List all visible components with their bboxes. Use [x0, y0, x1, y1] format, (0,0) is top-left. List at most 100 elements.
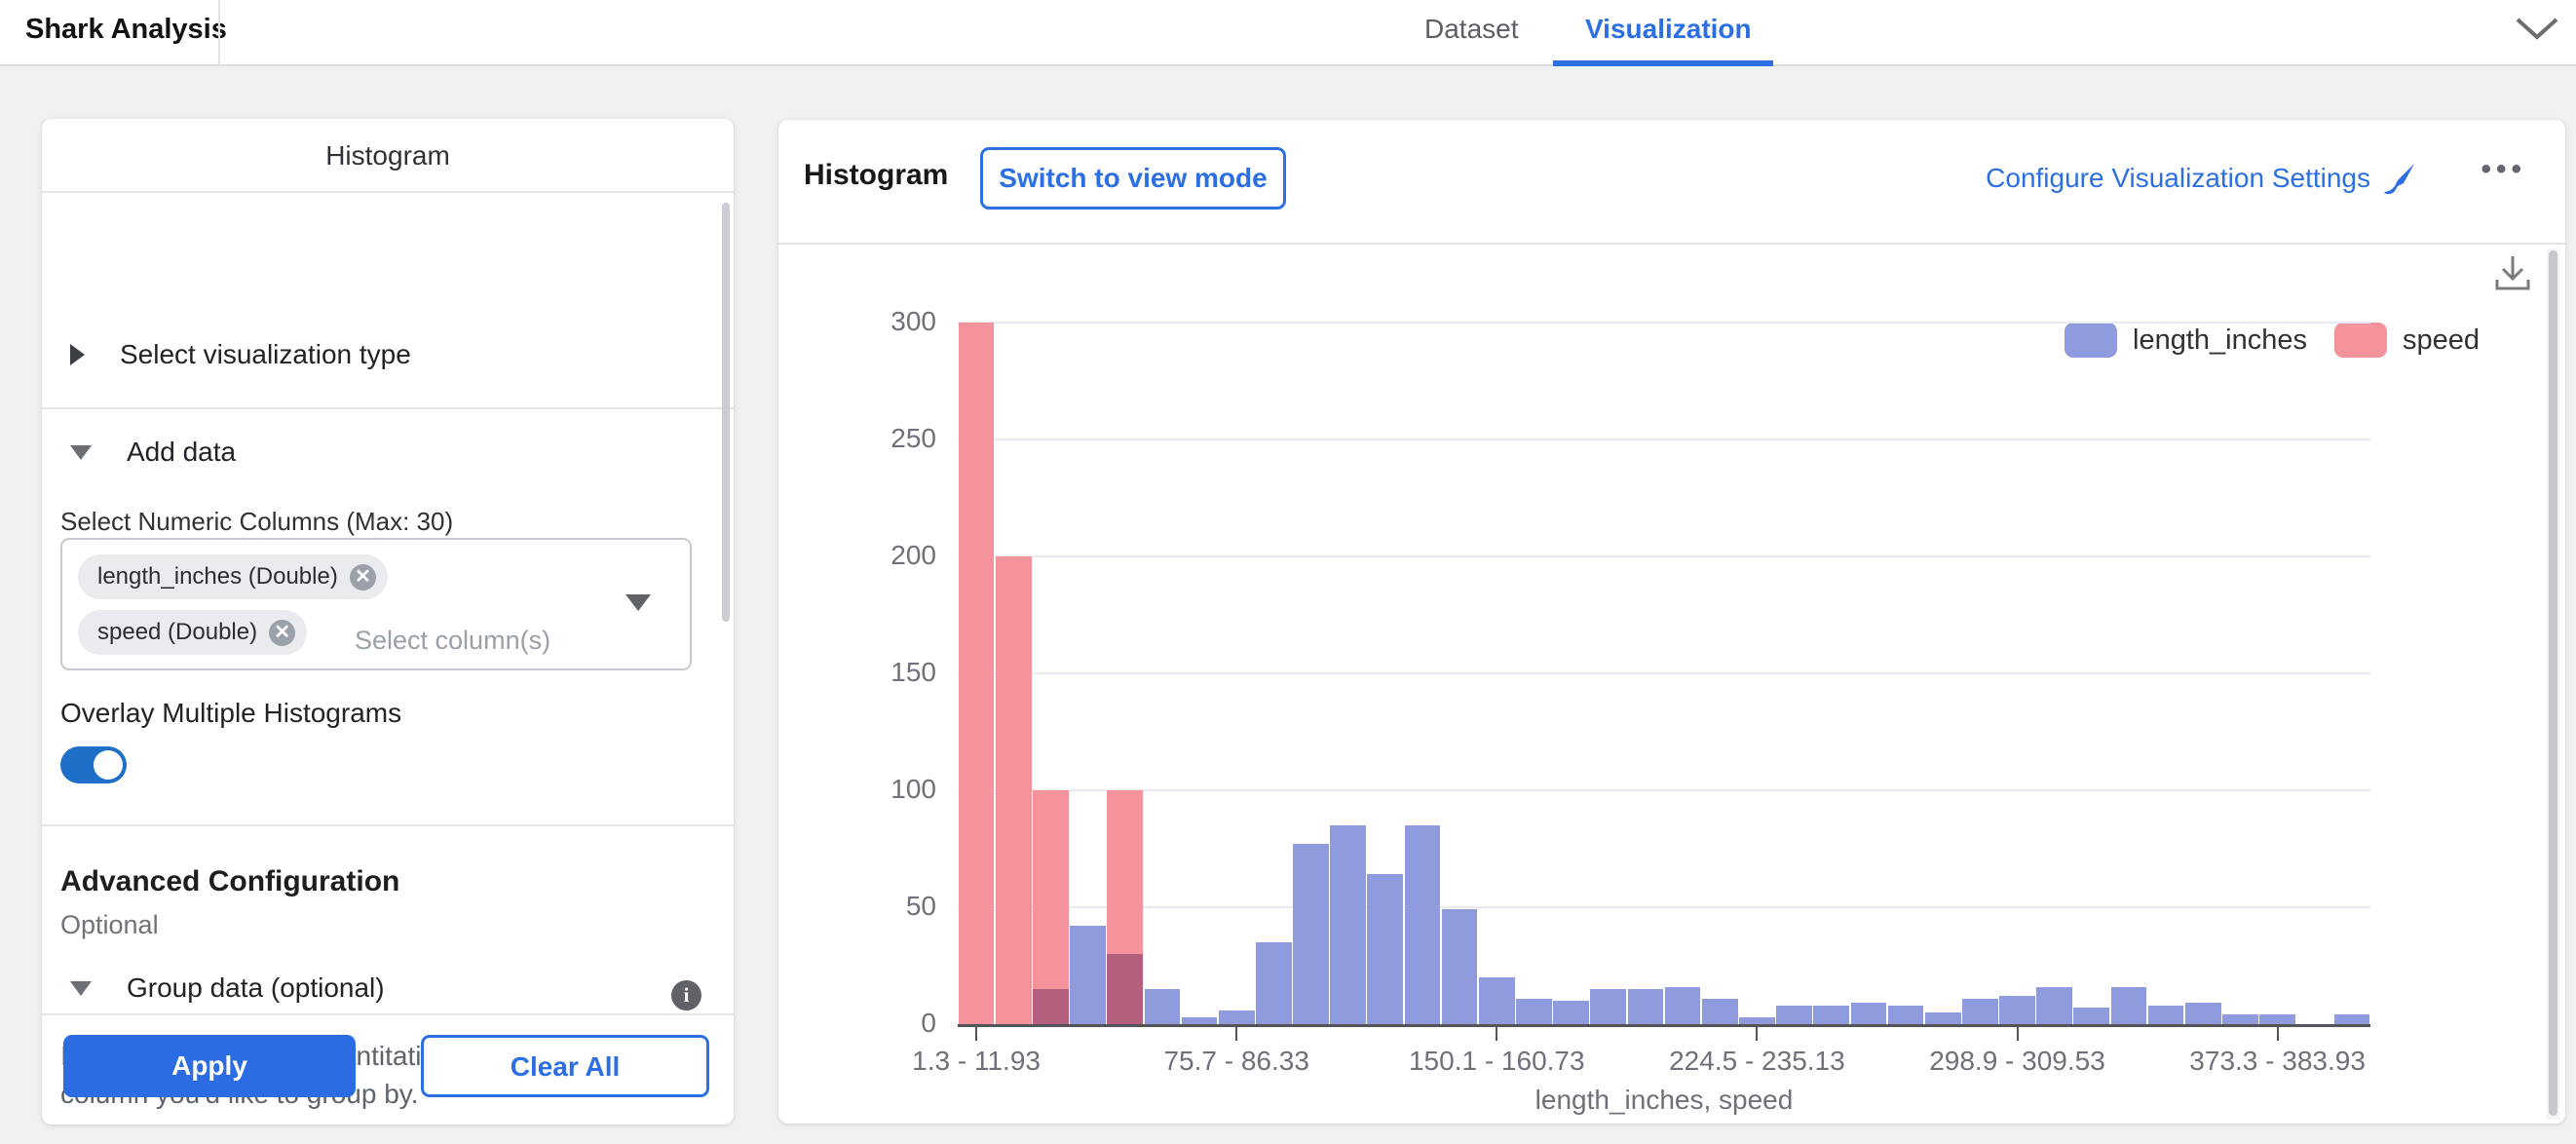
x-tick-label: 298.9 - 309.53 — [1929, 1046, 2105, 1076]
y-tick-label: 150 — [890, 657, 936, 687]
tab-visualization[interactable]: Visualization — [1585, 14, 1752, 44]
x-tick-label: 1.3 - 11.93 — [912, 1046, 1041, 1076]
numeric-columns-multiselect[interactable]: length_inches (Double) ✕ speed (Double) … — [60, 538, 692, 670]
app-title: Shark Analysis — [25, 14, 227, 45]
histogram-bar — [1404, 825, 1441, 1024]
overlay-histograms-toggle[interactable] — [60, 746, 127, 783]
gridline — [958, 789, 2370, 791]
histogram-bar — [1330, 825, 1366, 1024]
section-label: Select visualization type — [120, 339, 411, 369]
x-tick-mark — [2276, 1027, 2279, 1041]
paintbrush-icon[interactable] — [2382, 161, 2417, 196]
section-select-visualization-type[interactable]: Select visualization type — [70, 339, 411, 370]
chart-title: Histogram — [804, 159, 949, 191]
dropdown-caret-icon[interactable] — [625, 594, 651, 611]
gridline — [958, 906, 2370, 908]
expanded-arrow-icon — [70, 980, 92, 996]
x-tick-label: 75.7 - 86.33 — [1163, 1046, 1309, 1076]
visualization-card: Histogram Switch to view mode Configure … — [778, 120, 2565, 1124]
remove-chip-icon[interactable]: ✕ — [269, 619, 296, 646]
x-tick-label: 373.3 - 383.93 — [2189, 1046, 2366, 1076]
top-bar: Shark Analysis Dataset Visualization — [0, 0, 2576, 66]
y-tick-label: 250 — [890, 423, 936, 453]
more-options-button[interactable]: ••• — [2481, 153, 2526, 185]
histogram-bar — [1999, 996, 2035, 1024]
y-tick-label: 0 — [921, 1008, 936, 1038]
chip-label: speed (Double) — [97, 619, 258, 645]
active-tab-underline — [1553, 60, 1773, 66]
download-icon[interactable] — [2493, 252, 2532, 293]
histogram-bar — [1553, 1001, 1589, 1024]
remove-chip-icon[interactable]: ✕ — [349, 563, 376, 591]
histogram-bar — [995, 556, 1032, 1024]
section-group-data[interactable]: Group data (optional) — [70, 972, 385, 1004]
chart-scrollbar[interactable] — [2549, 250, 2557, 1116]
legend-item-length-inches[interactable]: length_inches — [2065, 323, 2307, 358]
switch-to-view-mode-button[interactable]: Switch to view mode — [980, 147, 1286, 210]
section-label: Add data — [127, 437, 237, 467]
y-tick-label: 200 — [890, 540, 936, 570]
divider — [42, 1013, 734, 1015]
histogram-bar — [2333, 1014, 2370, 1024]
column-chip-length-inches[interactable]: length_inches (Double) ✕ — [78, 554, 388, 599]
histogram-bar — [1033, 790, 1069, 1024]
overlay-histograms-label: Overlay Multiple Histograms — [60, 698, 402, 728]
divider — [778, 243, 2565, 245]
visualization-config-panel: Histogram Select visualization type Add … — [42, 119, 734, 1125]
section-label: Group data (optional) — [127, 972, 385, 1003]
x-tick-mark — [2016, 1027, 2019, 1041]
divider — [42, 824, 734, 826]
configure-visualization-settings-link[interactable]: Configure Visualization Settings — [1986, 163, 2370, 193]
histogram-bar — [1293, 844, 1329, 1024]
gridline — [958, 672, 2370, 674]
toggle-knob — [94, 750, 123, 780]
histogram-bar — [1218, 1010, 1255, 1024]
histogram-bar — [1776, 1005, 1812, 1024]
histogram-bar — [1478, 977, 1515, 1024]
x-tick-mark — [1756, 1027, 1759, 1041]
histogram-bar — [2036, 986, 2072, 1024]
panel-scrollbar[interactable] — [722, 203, 730, 622]
x-axis-line — [958, 1024, 2370, 1027]
info-icon[interactable]: i — [671, 980, 701, 1011]
histogram-bar — [958, 323, 995, 1024]
collapsed-arrow-icon — [70, 344, 85, 365]
tab-dataset[interactable]: Dataset — [1424, 14, 1519, 44]
y-tick-label: 50 — [905, 891, 936, 921]
select-placeholder: Select column(s) — [355, 626, 551, 655]
histogram-bar — [1664, 986, 1701, 1024]
histogram-bar — [1516, 998, 1552, 1024]
column-chip-speed[interactable]: speed (Double) ✕ — [78, 610, 308, 655]
divider — [42, 407, 734, 409]
histogram-bar — [1181, 1016, 1218, 1024]
gridline — [958, 555, 2370, 557]
histogram-bar — [1627, 989, 1664, 1024]
title-divider — [218, 0, 220, 64]
x-tick-mark — [1235, 1027, 1238, 1041]
apply-button[interactable]: Apply — [63, 1035, 356, 1097]
x-tick-label: 150.1 - 160.73 — [1408, 1046, 1585, 1076]
gridline — [958, 322, 2370, 324]
chip-label: length_inches (Double) — [97, 563, 338, 590]
numeric-columns-label: Select Numeric Columns (Max: 30) — [60, 507, 454, 536]
histogram-bar — [1441, 909, 1478, 1024]
legend-swatch-length-inches — [2065, 323, 2117, 358]
clear-all-button[interactable]: Clear All — [421, 1035, 709, 1097]
histogram-bar — [1256, 942, 1292, 1024]
y-tick-label: 100 — [890, 774, 936, 804]
chevron-down-icon[interactable] — [2514, 12, 2560, 45]
x-tick-mark — [975, 1027, 978, 1041]
histogram-bar — [1590, 989, 1627, 1024]
expanded-arrow-icon — [70, 444, 92, 460]
histogram-bar — [2259, 1014, 2295, 1024]
legend-item-speed[interactable]: speed — [2333, 323, 2480, 358]
x-tick-mark — [1496, 1027, 1498, 1041]
legend-label: length_inches — [2133, 324, 2307, 356]
histogram-plot-area: length_inches speed 0 50 100 150 200 250 300 1.… — [778, 245, 2565, 1124]
histogram-bar — [1739, 1016, 1775, 1024]
advanced-configuration-title: Advanced Configuration — [60, 865, 400, 897]
section-add-data[interactable]: Add data — [70, 437, 236, 468]
histogram-bar — [1924, 1012, 1961, 1024]
histogram-bar — [1850, 1003, 1887, 1024]
histogram-bar — [1070, 926, 1106, 1024]
